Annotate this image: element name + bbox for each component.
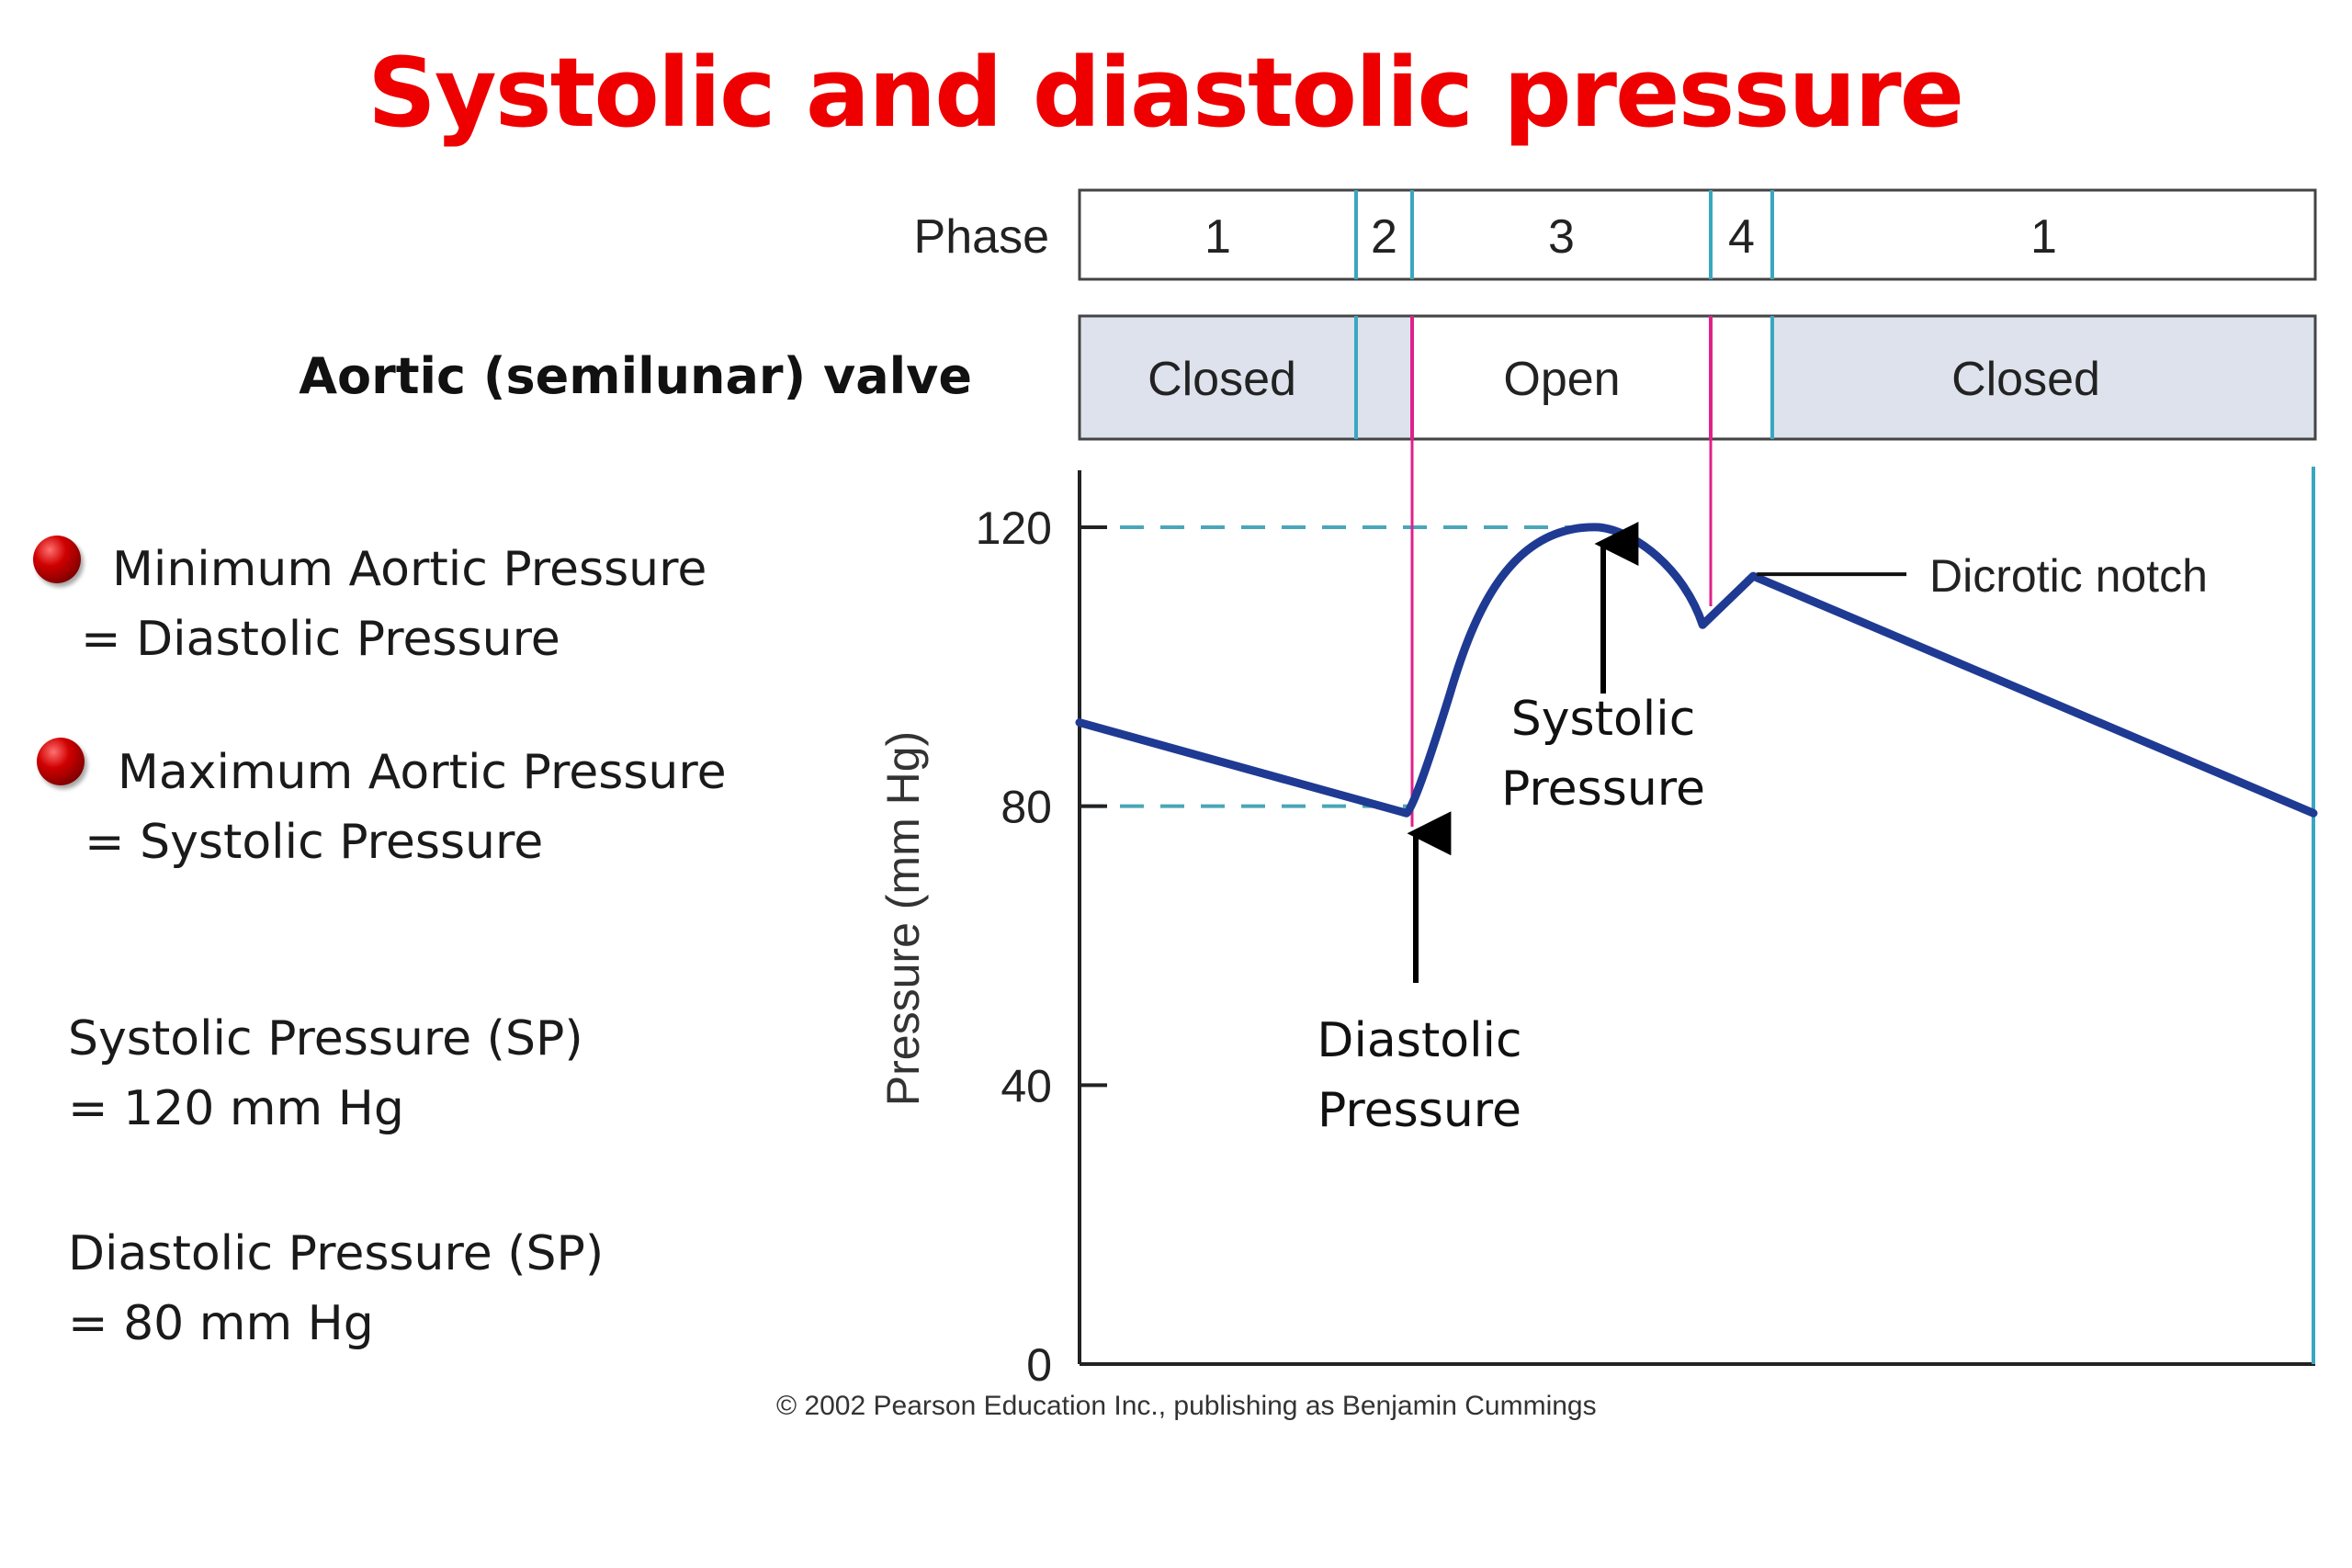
valve-state-label: Closed [1148, 353, 1296, 406]
y-axis-label: Pressure (mm Hg) [877, 731, 929, 1106]
phase-label: 2 [1371, 210, 1397, 264]
min-pressure-line1: Minimum Aortic Pressure [112, 542, 707, 597]
systolic-callout-line2: Pressure [1501, 761, 1705, 817]
diastolic-callout-line2: Pressure [1317, 1083, 1521, 1138]
dicrotic-notch-label: Dicrotic notch [1929, 550, 2208, 602]
bullet-icon [33, 536, 81, 583]
valve-state-label: Closed [1951, 353, 2100, 406]
dp-value-line1: Diastolic Pressure (SP) [68, 1226, 605, 1281]
max-pressure-line1: Maximum Aortic Pressure [118, 745, 727, 800]
valve-row-label: Aortic (semilunar) valve [299, 347, 972, 405]
max-pressure-line2: = Systolic Pressure [85, 815, 544, 870]
min-pressure-line2: = Diastolic Pressure [81, 612, 560, 667]
diastolic-callout-line1: Diastolic [1317, 1013, 1521, 1068]
y-tick-label: 40 [1001, 1060, 1052, 1111]
aortic-pressure-curve [1075, 523, 2318, 818]
dp-value-line2: = 80 mm Hg [68, 1296, 374, 1351]
sp-value-line1: Systolic Pressure (SP) [68, 1011, 583, 1066]
phase-label: 1 [2030, 210, 2057, 264]
slide-title: Systolic and diastolic pressure [368, 37, 1964, 149]
phase-label: 1 [1204, 210, 1231, 264]
y-tick-label: 120 [976, 502, 1052, 554]
bullet-icon [37, 738, 85, 785]
phase-row-label: Phase [914, 210, 1049, 264]
systolic-callout-line1: Systolic [1511, 692, 1696, 747]
y-tick-label: 80 [1001, 782, 1052, 833]
y-tick-label: 0 [1026, 1339, 1052, 1391]
phase-label: 3 [1548, 210, 1575, 264]
copyright-note: © 2002 Pearson Education Inc., publishin… [776, 1391, 1597, 1421]
phase-label: 4 [1728, 210, 1755, 264]
valve-state-label: Open [1503, 353, 1620, 406]
sp-value-line2: = 120 mm Hg [68, 1081, 404, 1136]
phase-bar [1078, 188, 2317, 281]
